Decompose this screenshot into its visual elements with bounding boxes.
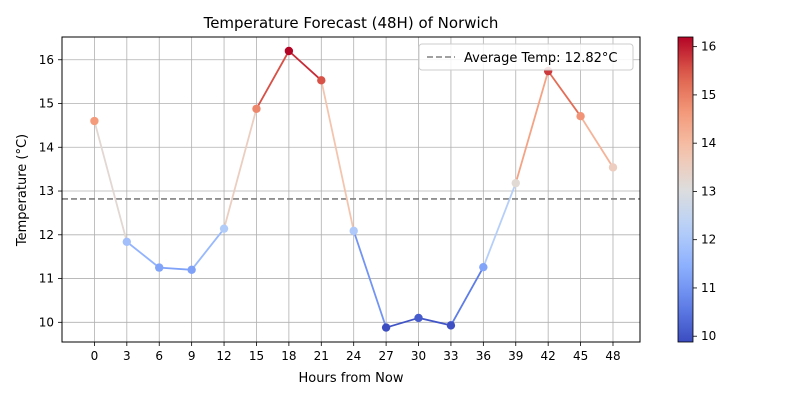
series-line-segment bbox=[352, 229, 388, 329]
x-tick-label: 18 bbox=[281, 349, 296, 363]
x-tick-label: 30 bbox=[411, 349, 426, 363]
series-line-segment bbox=[158, 266, 193, 271]
series-line-segment bbox=[190, 227, 225, 271]
y-tick-label: 16 bbox=[39, 53, 54, 67]
series-line-segment bbox=[125, 240, 161, 269]
x-ticks: 0 3 6 9 12 15 18 21 24 27 30 33 36 39 42 45 48 bbox=[91, 342, 621, 363]
y-tick-label: 11 bbox=[39, 272, 54, 286]
x-tick-label: 36 bbox=[476, 349, 491, 363]
series-line-segment bbox=[579, 115, 614, 169]
data-point bbox=[349, 226, 358, 236]
x-tick-label: 9 bbox=[188, 349, 196, 363]
series-line-segment bbox=[514, 70, 550, 185]
data-point bbox=[381, 323, 391, 332]
x-axis-label: Hours from Now bbox=[299, 371, 404, 386]
data-point bbox=[511, 178, 520, 188]
x-tick-label: 3 bbox=[123, 349, 131, 363]
x-tick-label: 45 bbox=[573, 349, 588, 363]
y-tick-label: 15 bbox=[39, 97, 54, 111]
x-tick-label: 27 bbox=[378, 349, 393, 363]
x-tick-label: 0 bbox=[91, 349, 99, 363]
colorbar-tick-label: 10 bbox=[701, 329, 716, 343]
data-point bbox=[90, 116, 99, 126]
chart-title: Temperature Forecast (48H) of Norwich bbox=[203, 14, 499, 32]
data-point bbox=[576, 112, 585, 121]
data-point bbox=[219, 224, 229, 233]
series-line-segment bbox=[93, 120, 128, 243]
colorbar-gradient bbox=[677, 36, 694, 343]
data-point bbox=[479, 262, 488, 272]
series-line-segment bbox=[223, 107, 258, 230]
x-tick-label: 48 bbox=[605, 349, 620, 363]
colorbar-tick-label: 14 bbox=[701, 136, 716, 150]
series-line-segment bbox=[255, 50, 290, 110]
y-tick-label: 13 bbox=[39, 184, 54, 198]
data-point bbox=[252, 104, 261, 113]
colorbar-tick-label: 16 bbox=[701, 40, 716, 54]
y-tick-label: 10 bbox=[39, 315, 54, 329]
colorbar-tick-label: 13 bbox=[701, 184, 716, 198]
x-tick-label: 39 bbox=[508, 349, 523, 363]
legend-box bbox=[418, 43, 634, 71]
x-tick-label: 42 bbox=[541, 349, 556, 363]
series-line-layer bbox=[93, 50, 614, 329]
legend-average-label: Average Temp: 12.82°C bbox=[464, 51, 617, 66]
y-tick-label: 14 bbox=[39, 140, 54, 154]
x-tick-label: 6 bbox=[155, 349, 163, 363]
grid bbox=[62, 37, 640, 342]
data-point bbox=[284, 46, 294, 56]
x-tick-label: 12 bbox=[216, 349, 231, 363]
x-tick-label: 24 bbox=[346, 349, 361, 363]
plot-frame bbox=[61, 36, 641, 343]
colorbar-tick-label: 12 bbox=[701, 233, 716, 247]
series-line-segment bbox=[482, 182, 517, 269]
x-tick-label: 15 bbox=[249, 349, 264, 363]
series-line-segment bbox=[547, 70, 582, 118]
series-line-segment bbox=[320, 79, 355, 232]
series-line-segment bbox=[385, 317, 420, 329]
colorbar-tick-label: 15 bbox=[701, 88, 716, 102]
series-line-segment bbox=[417, 317, 452, 327]
colorbar-ticks: 10 11 12 13 14 15 16 bbox=[693, 40, 716, 343]
data-point bbox=[446, 321, 456, 330]
colorbar-tick-label: 11 bbox=[701, 281, 716, 295]
data-point bbox=[608, 163, 618, 172]
series-line-segment bbox=[287, 50, 323, 82]
data-point bbox=[414, 313, 423, 323]
y-ticks: 10 11 12 13 14 15 16 bbox=[39, 53, 62, 329]
legend: Average Temp: 12.82°C bbox=[418, 43, 634, 71]
series-points-layer bbox=[90, 46, 618, 332]
y-tick-label: 12 bbox=[39, 228, 54, 242]
y-axis-label: Temperature (°C) bbox=[15, 134, 30, 247]
x-tick-label: 21 bbox=[314, 349, 329, 363]
series-line-segment bbox=[450, 266, 485, 327]
data-point bbox=[317, 76, 326, 85]
x-tick-label: 33 bbox=[443, 349, 458, 363]
data-point bbox=[155, 263, 164, 272]
data-point bbox=[187, 265, 196, 274]
colorbar: 10 11 12 13 14 15 16 bbox=[677, 36, 716, 343]
data-point bbox=[122, 237, 132, 246]
